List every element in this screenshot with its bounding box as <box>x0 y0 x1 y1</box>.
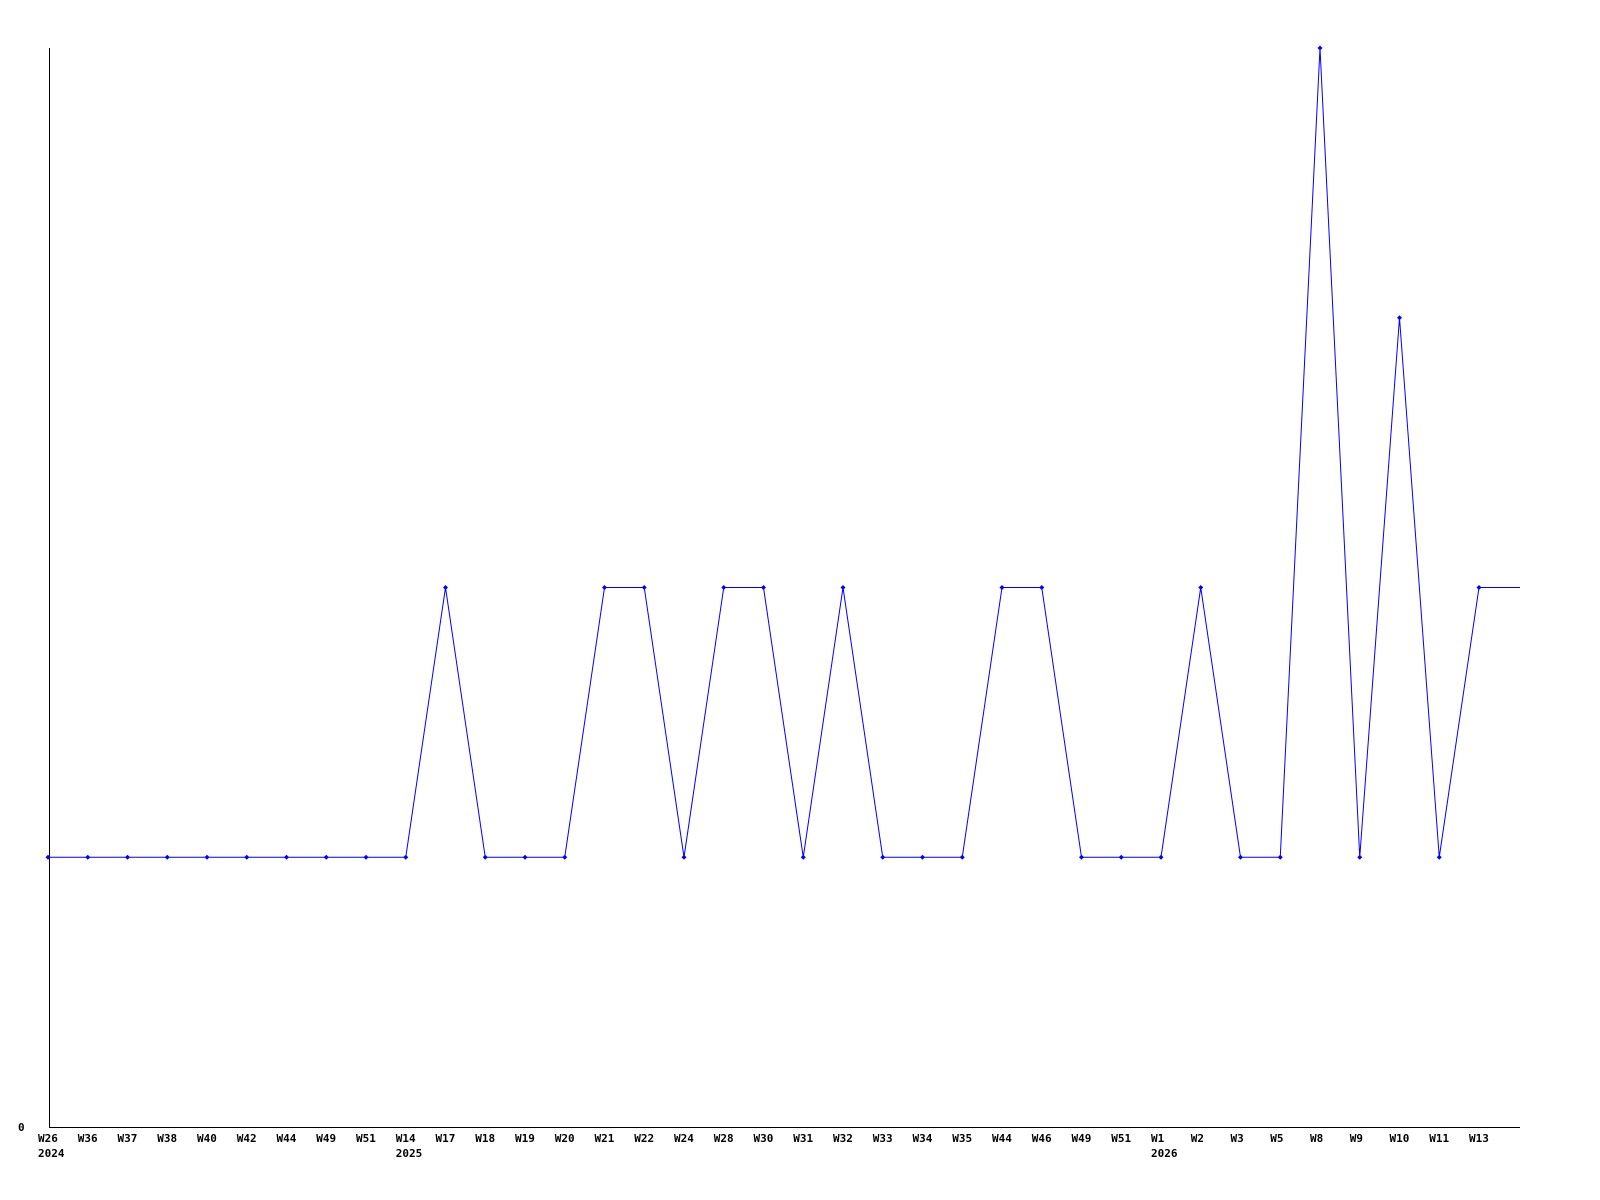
x-tick-label: W34 <box>913 1132 933 1145</box>
data-point <box>761 585 766 590</box>
x-tick-label: W9 <box>1350 1132 1363 1145</box>
data-point <box>1118 854 1124 860</box>
x-tick-label: W21 <box>595 1132 615 1145</box>
data-point <box>522 854 528 860</box>
data-point <box>1079 854 1084 860</box>
x-tick-label: W1 <box>1151 1132 1165 1145</box>
x-tick-label: W51 <box>356 1132 376 1145</box>
data-point <box>244 854 250 860</box>
data-point <box>363 854 369 860</box>
x-tick-label: W44 <box>277 1132 297 1145</box>
x-tick-label: W14 <box>396 1132 416 1145</box>
data-point <box>1039 585 1045 590</box>
x-year-label: 2025 <box>396 1147 423 1160</box>
x-tick-label: W17 <box>436 1132 456 1145</box>
data-point <box>85 854 91 860</box>
x-tick-label: W35 <box>952 1132 972 1145</box>
x-tick-label: W11 <box>1429 1132 1449 1145</box>
data-point <box>1357 854 1363 860</box>
data-point <box>125 854 130 860</box>
data-point <box>880 854 886 860</box>
data-point <box>284 854 289 860</box>
x-tick-label: W18 <box>475 1132 495 1145</box>
x-tick-label: W46 <box>1032 1132 1052 1145</box>
x-tick-label: W2 <box>1191 1132 1204 1145</box>
y-tick-label: 0 <box>18 1121 25 1134</box>
data-point <box>45 854 51 860</box>
x-tick-label: W49 <box>1072 1132 1092 1145</box>
data-point <box>1277 854 1283 860</box>
data-point <box>482 854 488 860</box>
series-line <box>48 47 1520 858</box>
data-point <box>562 854 568 860</box>
data-point <box>641 585 647 590</box>
data-point <box>1238 854 1243 860</box>
x-tick-label: W13 <box>1469 1132 1489 1145</box>
x-tick-label: W37 <box>118 1132 138 1145</box>
data-point <box>959 854 965 860</box>
x-year-label: 2026 <box>1151 1147 1178 1160</box>
x-tick-label: W22 <box>634 1132 654 1145</box>
data-point <box>1317 45 1323 51</box>
data-point <box>443 585 448 590</box>
x-tick-label: W19 <box>515 1132 535 1145</box>
x-tick-label: W49 <box>316 1132 336 1145</box>
x-tick-label: W36 <box>78 1132 98 1145</box>
data-point <box>1436 854 1442 860</box>
x-tick-label: W38 <box>157 1132 177 1145</box>
x-tick-label: W20 <box>555 1132 575 1145</box>
x-tick-label: W44 <box>992 1132 1012 1145</box>
data-point <box>1158 854 1164 860</box>
data-point <box>681 854 687 860</box>
data-point <box>602 585 607 590</box>
data-point <box>403 854 409 860</box>
x-tick-label: W24 <box>674 1132 694 1145</box>
x-tick-label: W40 <box>197 1132 217 1145</box>
x-tick-label: W30 <box>754 1132 774 1145</box>
data-point <box>164 854 170 860</box>
x-tick-label: W8 <box>1310 1132 1323 1145</box>
data-point <box>1476 585 1482 590</box>
x-tick-label: W5 <box>1270 1132 1283 1145</box>
x-tick-label: W26 <box>38 1132 58 1145</box>
x-year-label: 2024 <box>38 1147 65 1160</box>
x-tick-label: W3 <box>1231 1132 1244 1145</box>
x-tick-label: W51 <box>1111 1132 1131 1145</box>
data-point <box>1397 315 1402 321</box>
data-point <box>204 854 210 860</box>
data-point <box>999 585 1005 590</box>
x-tick-label: W32 <box>833 1132 853 1145</box>
data-point <box>800 854 806 860</box>
data-point <box>1198 585 1204 590</box>
x-tick-label: W42 <box>237 1132 257 1145</box>
data-point <box>840 585 846 590</box>
data-point <box>721 585 727 590</box>
x-tick-label: W33 <box>873 1132 893 1145</box>
data-point <box>920 854 925 860</box>
x-tick-label: W31 <box>793 1132 813 1145</box>
x-tick-label: W10 <box>1390 1132 1410 1145</box>
x-tick-label: W28 <box>714 1132 734 1145</box>
data-point <box>323 854 329 860</box>
